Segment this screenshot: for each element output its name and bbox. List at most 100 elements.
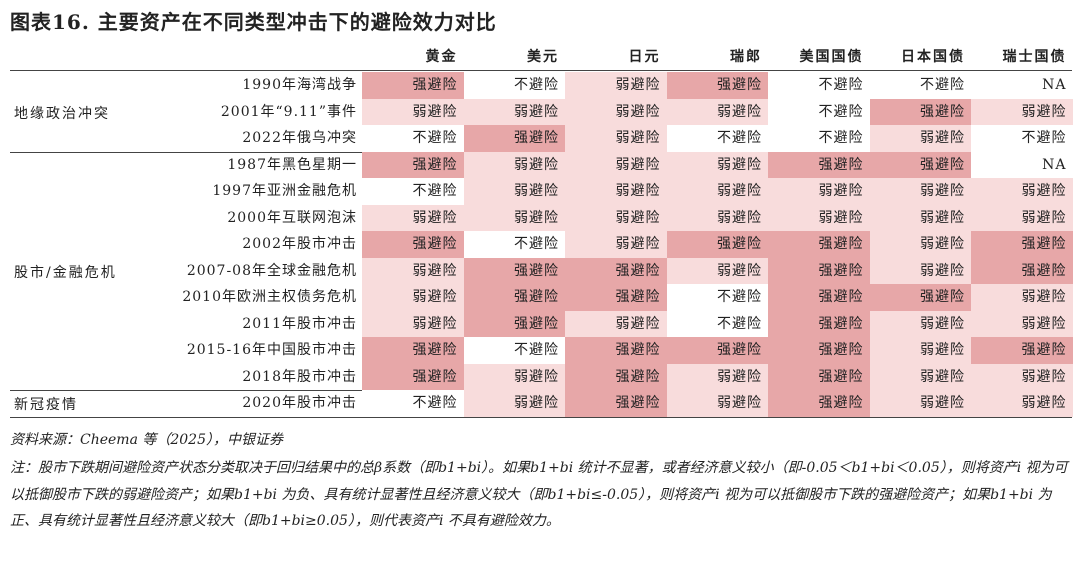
group-rule bbox=[10, 416, 1072, 418]
rating-cell: 弱避险 bbox=[463, 204, 565, 231]
footnote: 注：股市下跌期间避险资产状态分类取决于回归结果中的总β系数（即b1+bi）。如果… bbox=[10, 460, 1068, 529]
column-header: 黄金 bbox=[425, 49, 458, 65]
rating-cell: 弱避险 bbox=[869, 363, 971, 390]
rating-cell: 弱避险 bbox=[768, 204, 870, 231]
group-label: 新冠疫情 bbox=[14, 397, 78, 414]
event-label: 2000年互联网泡沫 bbox=[227, 209, 357, 226]
rating-cell: 弱避险 bbox=[565, 178, 667, 205]
rating-cell: 不避险 bbox=[463, 337, 565, 364]
event-label: 2020年股市冲击 bbox=[242, 395, 357, 411]
table-row: 2001年“9.11”事件 弱避险 弱避险 弱避险 弱避险 不避险 强避险 弱避险 bbox=[0, 98, 1073, 125]
rating-cell: 弱避险 bbox=[565, 125, 667, 152]
rating-cell: 不避险 bbox=[971, 125, 1073, 152]
rating-cell: 弱避险 bbox=[666, 257, 768, 284]
rating-cell: 强避险 bbox=[768, 284, 870, 311]
event-label: 2007-08年全球金融危机 bbox=[186, 262, 357, 279]
table-row: 2018年股市冲击 强避险 弱避险 强避险 弱避险 强避险 弱避险 弱避险 bbox=[0, 363, 1073, 390]
rating-cell: 强避险 bbox=[362, 151, 464, 178]
rating-cell: 不避险 bbox=[768, 98, 870, 125]
rating-cell: 强避险 bbox=[463, 257, 565, 284]
rating-cell: NA bbox=[971, 72, 1073, 99]
rating-cell: 强避险 bbox=[463, 310, 565, 337]
rating-cell: 强避险 bbox=[666, 337, 768, 364]
rating-cell: 弱避险 bbox=[565, 310, 667, 337]
rating-cell: 强避险 bbox=[666, 231, 768, 258]
rating-cell: 强避险 bbox=[565, 257, 667, 284]
table-row: 2007-08年全球金融危机 弱避险 强避险 强避险 弱避险 强避险 弱避险 强避险 bbox=[0, 257, 1073, 284]
source-note: 资料来源：Cheema 等（2025），中银证券 bbox=[10, 432, 283, 448]
rating-cell: 强避险 bbox=[869, 284, 971, 311]
table-row: 2020年股市冲击 不避险 弱避险 强避险 弱避险 强避险 弱避险 弱避险 bbox=[0, 390, 1073, 417]
rating-cell: 不避险 bbox=[463, 72, 565, 99]
rating-cell: 弱避险 bbox=[768, 178, 870, 205]
rating-cell: 强避险 bbox=[362, 337, 464, 364]
event-label: 2001年“9.11”事件 bbox=[220, 103, 357, 120]
event-label: 2015-16年中国股市冲击 bbox=[186, 342, 357, 358]
rating-cell: 弱避险 bbox=[463, 390, 565, 417]
table-row: 2002年股市冲击 强避险 不避险 弱避险 强避险 强避险 弱避险 强避险 bbox=[0, 231, 1073, 258]
rating-cell: 弱避险 bbox=[565, 204, 667, 231]
rating-cell: 弱避险 bbox=[869, 337, 971, 364]
rating-cell: 不避险 bbox=[362, 178, 464, 205]
event-label: 2011年股市冲击 bbox=[242, 315, 357, 332]
rating-cell: 强避险 bbox=[768, 337, 870, 364]
rating-cell: 弱避险 bbox=[666, 363, 768, 390]
rating-cell: 强避险 bbox=[869, 98, 971, 125]
rating-cell: 不避险 bbox=[768, 125, 870, 152]
group-label: 股市/金融危机 bbox=[14, 264, 117, 281]
rating-cell: 强避险 bbox=[565, 390, 667, 417]
rating-cell: 弱避险 bbox=[362, 98, 464, 125]
rating-cell: 强避险 bbox=[971, 337, 1073, 364]
rating-cell: 强避险 bbox=[565, 337, 667, 364]
table-row: 2022年俄乌冲突 不避险 强避险 弱避险 不避险 不避险 弱避险 不避险 bbox=[0, 125, 1073, 152]
event-label: 1990年海湾战争 bbox=[242, 77, 357, 93]
rating-cell: 强避险 bbox=[463, 125, 565, 152]
rating-cell: 弱避险 bbox=[565, 98, 667, 125]
rating-cell: 不避险 bbox=[362, 390, 464, 417]
rating-cell: 弱避险 bbox=[565, 151, 667, 178]
rating-cell: 弱避险 bbox=[869, 204, 971, 231]
rating-cell: 强避险 bbox=[463, 284, 565, 311]
event-label: 2022年俄乌冲突 bbox=[242, 130, 357, 146]
rating-cell: 弱避险 bbox=[869, 178, 971, 205]
event-label: 2010年欧洲主权债务危机 bbox=[182, 289, 357, 305]
column-header: 瑞郎 bbox=[730, 49, 762, 65]
rating-cell: 弱避险 bbox=[971, 310, 1073, 337]
rating-cell: 弱避险 bbox=[666, 151, 768, 178]
event-label: 2002年股市冲击 bbox=[242, 236, 357, 252]
rating-cell: 强避险 bbox=[768, 363, 870, 390]
rating-cell: 弱避险 bbox=[869, 257, 971, 284]
rating-cell: 弱避险 bbox=[971, 204, 1073, 231]
rating-cell: 强避险 bbox=[565, 284, 667, 311]
table-row: 2010年欧洲主权债务危机 弱避险 强避险 强避险 不避险 强避险 强避险 弱避险 bbox=[0, 284, 1073, 311]
rating-cell: 强避险 bbox=[971, 257, 1073, 284]
rating-cell: 弱避险 bbox=[869, 390, 971, 417]
rating-cell: 弱避险 bbox=[666, 390, 768, 417]
rating-cell: 不避险 bbox=[869, 72, 971, 99]
rating-cell: 强避险 bbox=[768, 257, 870, 284]
rating-cell: 不避险 bbox=[362, 125, 464, 152]
rating-cell: 弱避险 bbox=[666, 178, 768, 205]
rating-cell: 强避险 bbox=[362, 231, 464, 258]
rating-cell: 强避险 bbox=[869, 151, 971, 178]
rating-cell: 强避险 bbox=[565, 363, 667, 390]
table-row: 1990年海湾战争 强避险 不避险 弱避险 强避险 不避险 不避险 NA bbox=[0, 72, 1073, 99]
column-header: 美国国债 bbox=[799, 49, 864, 65]
rating-cell: 弱避险 bbox=[565, 231, 667, 258]
table-row: 1997年亚洲金融危机 不避险 弱避险 弱避险 弱避险 弱避险 弱避险 弱避险 bbox=[0, 178, 1073, 205]
rating-cell: 弱避险 bbox=[362, 257, 464, 284]
table-row: 1987年黑色星期一 强避险 弱避险 弱避险 弱避险 强避险 强避险 NA bbox=[0, 151, 1073, 178]
rating-cell: 不避险 bbox=[666, 284, 768, 311]
table-row: 2015-16年中国股市冲击 强避险 不避险 强避险 强避险 强避险 弱避险 强避险 bbox=[0, 337, 1073, 364]
rating-cell: 强避险 bbox=[768, 310, 870, 337]
rating-cell: 强避险 bbox=[971, 231, 1073, 258]
column-header: 日本国债 bbox=[901, 49, 965, 65]
rating-cell: 强避险 bbox=[768, 231, 870, 258]
rating-cell: 强避险 bbox=[362, 72, 464, 99]
rating-cell: 弱避险 bbox=[869, 231, 971, 258]
rating-cell: 不避险 bbox=[666, 310, 768, 337]
rating-cell: 弱避险 bbox=[971, 284, 1073, 311]
group-label: 地缘政治冲突 bbox=[14, 105, 110, 122]
rating-cell: 弱避险 bbox=[362, 284, 464, 311]
rating-cell: 弱避险 bbox=[463, 178, 565, 205]
